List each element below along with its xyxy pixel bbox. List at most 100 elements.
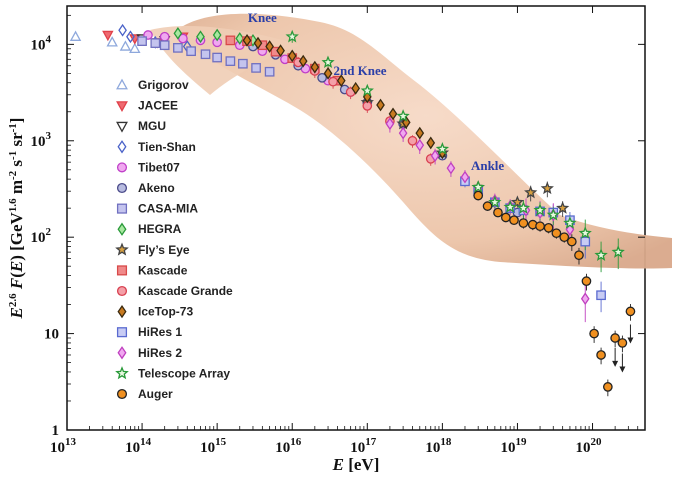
series-auger bbox=[473, 190, 636, 392]
data-point bbox=[566, 236, 577, 247]
data-point bbox=[589, 328, 599, 339]
annotation-2nd-knee: 2nd Knee bbox=[333, 63, 386, 78]
data-point bbox=[385, 117, 395, 131]
y-tick-label: 102 bbox=[31, 226, 52, 246]
data-point bbox=[488, 195, 502, 209]
data-point bbox=[602, 382, 613, 392]
data-point bbox=[137, 36, 147, 46]
data-point bbox=[251, 63, 261, 73]
legend-label: MGU bbox=[138, 119, 166, 133]
data-point bbox=[287, 49, 297, 63]
y-tick-label: 1 bbox=[52, 423, 60, 439]
legend-marker bbox=[116, 121, 128, 133]
data-point bbox=[225, 56, 236, 66]
data-point bbox=[611, 245, 625, 258]
legend-label: HiRes 2 bbox=[138, 346, 182, 360]
data-point bbox=[543, 222, 554, 233]
legend-marker bbox=[116, 182, 128, 194]
data-point bbox=[69, 30, 82, 41]
legend-label: Fly’s Eye bbox=[138, 243, 190, 257]
data-point bbox=[563, 216, 577, 229]
data-point bbox=[186, 46, 196, 57]
data-point bbox=[118, 23, 127, 37]
data-point bbox=[129, 42, 141, 53]
legend-marker bbox=[116, 285, 128, 297]
data-point bbox=[500, 212, 511, 223]
data-point bbox=[415, 138, 425, 152]
annotation-ankle: Ankle bbox=[471, 158, 504, 173]
data-point bbox=[212, 52, 222, 63]
data-point bbox=[551, 228, 562, 239]
data-point bbox=[253, 36, 263, 50]
x-tick-label: 1015 bbox=[200, 436, 227, 456]
legend-marker bbox=[116, 78, 128, 90]
data-point bbox=[581, 276, 592, 286]
legend-label: Tibet07 bbox=[138, 160, 180, 174]
legend-marker bbox=[115, 242, 129, 256]
data-point bbox=[594, 248, 608, 261]
data-point bbox=[235, 32, 245, 45]
data-point bbox=[610, 333, 620, 343]
legend-item-tien-shan: Tien-Shan bbox=[117, 140, 196, 154]
legend-item-mgu: MGU bbox=[116, 119, 166, 133]
data-point bbox=[321, 55, 335, 68]
legend-item-hires-2: HiRes 2 bbox=[117, 346, 182, 360]
data-point bbox=[473, 190, 484, 201]
legend-marker bbox=[115, 366, 129, 380]
data-point bbox=[238, 58, 248, 69]
legend-item-tibet07: Tibet07 bbox=[116, 160, 180, 174]
y-tick-label: 104 bbox=[31, 33, 52, 53]
x-tick-label: 1018 bbox=[425, 436, 452, 456]
legend-label: Auger bbox=[138, 387, 173, 401]
upper-limit-arrowhead bbox=[619, 366, 626, 373]
data-point bbox=[578, 226, 592, 239]
legend-label: Telescope Array bbox=[138, 366, 230, 380]
y-tick-label: 10 bbox=[44, 327, 59, 343]
data-point bbox=[415, 126, 425, 140]
legend-item-hires-1: HiRes 1 bbox=[116, 325, 182, 339]
data-point bbox=[535, 221, 545, 232]
data-point bbox=[435, 142, 450, 155]
legend-label: Akeno bbox=[138, 181, 175, 195]
legend-label: HEGRA bbox=[138, 222, 182, 236]
data-point bbox=[396, 109, 410, 122]
data-point bbox=[503, 200, 517, 213]
data-point bbox=[460, 170, 470, 184]
data-point bbox=[159, 40, 170, 51]
series-hegra bbox=[173, 26, 258, 47]
legend-label: JACEE bbox=[138, 99, 178, 113]
x-tick-label: 1014 bbox=[125, 436, 152, 456]
data-point bbox=[225, 35, 236, 46]
legend-marker bbox=[116, 388, 128, 400]
legend-item-icetop-73: IceTop-73 bbox=[117, 304, 193, 319]
legend-marker bbox=[116, 101, 128, 113]
data-point bbox=[173, 26, 183, 40]
legend-marker bbox=[116, 265, 128, 276]
legend-item-kascade-grande: Kascade Grande bbox=[116, 284, 233, 298]
legend-marker bbox=[117, 304, 127, 319]
data-point bbox=[310, 60, 320, 74]
x-tick-label: 1017 bbox=[350, 436, 377, 456]
data-point bbox=[596, 350, 606, 360]
data-point bbox=[446, 161, 456, 175]
legend-item-grigorov: Grigorov bbox=[116, 78, 189, 92]
data-point bbox=[106, 36, 118, 47]
data-point bbox=[328, 76, 338, 87]
data-point bbox=[376, 98, 385, 112]
x-tick-label: 1019 bbox=[500, 436, 527, 456]
data-point bbox=[398, 126, 408, 140]
y-tick-label: 103 bbox=[31, 130, 52, 150]
legend-label: Tien-Shan bbox=[138, 140, 196, 154]
data-point bbox=[482, 201, 493, 211]
data-point bbox=[196, 30, 205, 44]
data-point bbox=[351, 81, 361, 95]
data-point bbox=[336, 74, 346, 88]
data-point bbox=[212, 28, 222, 42]
data-point bbox=[200, 49, 211, 60]
legend-marker bbox=[117, 346, 127, 360]
data-point bbox=[509, 215, 519, 226]
legend-item-hegra: HEGRA bbox=[117, 222, 182, 236]
legend-item-casa-mia: CASA-MIA bbox=[116, 202, 198, 216]
